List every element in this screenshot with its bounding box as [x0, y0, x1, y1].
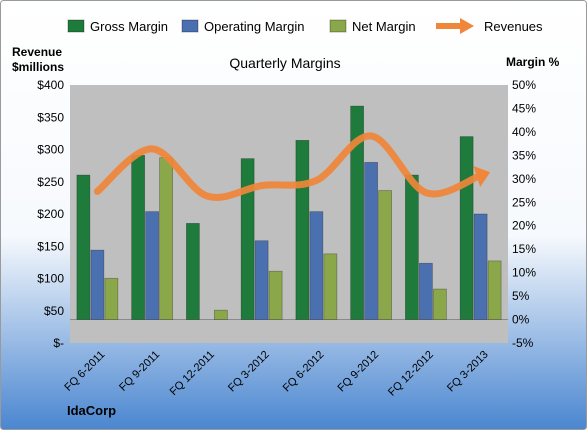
- left-tick-label: $100: [37, 272, 64, 286]
- gross-margin-bar: [405, 174, 419, 320]
- left-axis-label-line1: Revenue: [12, 45, 62, 59]
- right-axis-ticks: -5% 0% 5% 10% 15% 20% 25% 30% 35% 40% 45% 50%: [512, 78, 536, 350]
- left-tick-label: $350: [37, 110, 64, 124]
- legend-label: Gross Margin: [90, 19, 168, 34]
- legend-label: Operating Margin: [204, 19, 304, 34]
- legend-label: Revenues: [484, 19, 543, 34]
- net-margin-bar: [487, 260, 502, 320]
- operating-margin-bar: [364, 162, 378, 320]
- right-tick-label: 25%: [512, 195, 536, 209]
- legend-label: Net Margin: [352, 19, 416, 34]
- right-tick-label: 10%: [512, 266, 536, 280]
- operating-margin-bar: [419, 262, 433, 320]
- legend-swatch: [329, 19, 347, 33]
- net-margin-bar: [159, 157, 173, 320]
- company-label: IdaCorp: [67, 403, 116, 418]
- right-tick-label: -5%: [512, 336, 534, 350]
- left-axis-label-line2: $millions: [12, 60, 64, 74]
- bar-series: [76, 105, 502, 320]
- operating-margin-bar: [254, 240, 269, 320]
- gross-margin-bar: [186, 223, 200, 320]
- left-tick-label: $400: [37, 78, 64, 92]
- right-tick-label: 45%: [512, 101, 536, 115]
- operating-margin-bar: [90, 249, 105, 320]
- legend-swatch: [181, 19, 199, 33]
- right-tick-label: 5%: [512, 289, 530, 303]
- operating-margin-bar: [473, 213, 488, 320]
- right-tick-label: 50%: [512, 78, 536, 92]
- gross-margin-bar: [459, 136, 474, 320]
- net-margin-bar: [214, 309, 228, 320]
- gross-margin-bar: [350, 105, 364, 320]
- net-margin-bar: [268, 270, 283, 320]
- right-tick-label: 40%: [512, 125, 536, 139]
- net-margin-bar: [433, 288, 447, 320]
- left-tick-label: $-: [53, 336, 64, 350]
- right-tick-label: 15%: [512, 242, 536, 256]
- revenues-line: [93, 132, 485, 201]
- left-tick-label: $200: [37, 207, 64, 221]
- net-margin-bar: [323, 253, 338, 320]
- revenues-line-series: [93, 132, 491, 201]
- gross-margin-bar: [240, 158, 255, 320]
- right-axis-label: Margin %: [506, 55, 560, 69]
- left-tick-label: $300: [37, 143, 64, 157]
- legend: Gross Margin Operating Margin Net Margin Re…: [67, 18, 543, 34]
- gross-margin-bar: [131, 155, 145, 320]
- right-tick-label: 35%: [512, 148, 536, 162]
- revenues-arrowhead: [473, 166, 491, 187]
- left-tick-label: $150: [37, 239, 64, 253]
- chart-title: Quarterly Margins: [229, 55, 340, 71]
- legend-swatch: [67, 19, 85, 33]
- right-tick-label: 0%: [512, 313, 530, 327]
- left-tick-label: $250: [37, 175, 64, 189]
- right-tick-label: 30%: [512, 172, 536, 186]
- legend-arrow-icon: [460, 18, 474, 34]
- operating-margin-bar: [145, 211, 159, 320]
- left-axis-ticks: $- $50 $100 $150 $200 $250 $300 $350 $400: [37, 78, 64, 350]
- net-margin-bar: [378, 190, 392, 320]
- right-tick-label: 20%: [512, 219, 536, 233]
- operating-margin-bar: [309, 211, 324, 320]
- net-margin-bar: [104, 277, 119, 320]
- left-tick-label: $50: [44, 304, 64, 318]
- gross-margin-bar: [295, 140, 310, 320]
- gross-margin-bar: [76, 174, 91, 320]
